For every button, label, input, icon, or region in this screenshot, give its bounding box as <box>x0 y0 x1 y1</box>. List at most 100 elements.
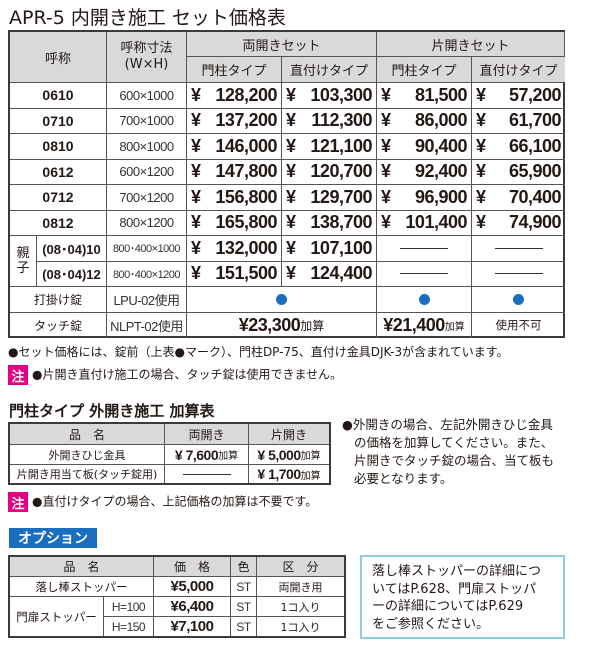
yen-sign: ¥ <box>286 186 296 207</box>
latch-model: LPU-02使用 <box>107 287 187 313</box>
yen-sign: ¥ <box>286 110 296 131</box>
price-cell: ¥156,800 <box>187 185 282 211</box>
add-label: 加算 <box>300 318 325 333</box>
price-value: 65,900 <box>508 161 562 182</box>
model-size: 700×1000 <box>107 108 187 134</box>
yen-sign: ¥ <box>286 84 296 105</box>
page-title: APR-5 内開き施工 セット価格表 <box>9 7 286 29</box>
outer-header-double: 両開き <box>165 424 249 445</box>
outer-title: 門柱タイプ 外開き施工 加算表 <box>9 402 215 420</box>
model-size: 700×1200 <box>107 185 187 211</box>
opt-name: 門扉ストッパー <box>10 597 104 636</box>
model-name: (08･04)12 <box>37 261 107 287</box>
model-name: 0712 <box>10 185 107 211</box>
header-size: 呼称寸法 (W×H) <box>107 32 187 83</box>
price-cell: ¥112,300 <box>282 108 377 134</box>
header-double-direct: 直付けタイプ <box>282 57 377 83</box>
model-size: 800･400×1200 <box>107 261 187 287</box>
price-value: 121,100 <box>310 135 372 156</box>
oyako-char: 親 <box>16 246 30 261</box>
touch-single-direct: 使用不可 <box>495 318 542 333</box>
price: ¥ 1,700 <box>257 466 301 482</box>
yen-sign: ¥ <box>191 84 201 105</box>
price-cell: ¥120,700 <box>282 159 377 185</box>
price-cell: ¥65,900 <box>472 160 565 185</box>
price-cell: ¥81,500 <box>377 83 472 109</box>
set-price-table: 呼称 呼称寸法 (W×H) 両開きセット 片開きセット 門柱タイプ 直付けタイプ… <box>8 30 565 338</box>
header-single-direct: 直付けタイプ <box>472 57 565 83</box>
price-cell: ¥96,900 <box>377 185 472 211</box>
price-value: 103,300 <box>310 84 372 105</box>
note-mark: 注 <box>8 492 28 512</box>
price-cell: ¥132,000 <box>187 236 282 262</box>
yen-sign: ¥ <box>191 135 201 156</box>
header-double-set: 両開きセット <box>187 32 377 57</box>
price-value: 138,700 <box>310 212 372 233</box>
touch-name: タッチ錠 <box>10 312 107 338</box>
price-cell: ¥138,700 <box>282 210 377 236</box>
outer-header-name: 品 名 <box>10 424 165 445</box>
yen-sign: ¥ <box>381 84 391 105</box>
header-single-set: 片開きセット <box>377 32 565 57</box>
note-text: ●直付けタイプの場合、上記価格の加算は不要です。 <box>32 494 318 509</box>
price-value: ¥21,400 <box>383 314 445 335</box>
price-cell: ¥124,400 <box>282 261 377 287</box>
touch-single-post-price: ¥21,400 加算 <box>377 312 472 338</box>
price: ¥ 5,000 <box>257 446 301 463</box>
opt-header-name: 品 名 <box>10 557 154 577</box>
price-cell: ¥107,100 <box>282 236 377 262</box>
yen-sign: ¥ <box>191 161 201 182</box>
price-value: ¥23,300 <box>238 314 301 335</box>
opt-name: 落し棒ストッパー <box>10 577 154 597</box>
price-value: 146,000 <box>215 135 277 156</box>
model-size: 800×1000 <box>107 134 187 160</box>
note-mark: 注 <box>8 365 28 385</box>
info-line: をご参照ください。 <box>372 616 490 632</box>
yen-sign: ¥ <box>191 263 201 284</box>
header-size-unit: (W×H) <box>124 57 169 72</box>
side-line: の価格を加算してください。また、 <box>354 435 554 450</box>
add-label: 加算 <box>300 470 321 482</box>
side-line: 片開きでタッチ錠の場合、当て板も <box>354 453 555 468</box>
price-value: 66,100 <box>508 135 562 156</box>
opt-price: ¥6,400 <box>154 597 231 617</box>
price-value: 70,400 <box>508 186 562 207</box>
yen-sign: ¥ <box>381 135 391 156</box>
options-info-box: 落し棒ストッパーの詳細につ いてはP.628、門扉ストッパ ーの詳細についてはP… <box>360 555 565 639</box>
price-value: 90,400 <box>414 135 468 156</box>
price-cell: ¥121,100 <box>282 134 377 160</box>
yen-sign: ¥ <box>286 263 296 284</box>
price-cell: ¥147,800 <box>187 159 282 185</box>
price-cell: ¥66,100 <box>472 134 565 160</box>
model-name: 0610 <box>10 83 107 109</box>
options-badge: オプション <box>9 528 97 548</box>
price-cell: ¥103,300 <box>282 83 377 109</box>
price-value: 156,800 <box>215 186 277 207</box>
opt-kind: 1コ入り <box>280 620 321 634</box>
model-name: 0612 <box>10 159 107 185</box>
options-table: 品 名 価 格 色 区 分 落し棒ストッパー ¥5,000 ST 両開き用 門扉… <box>8 555 346 638</box>
model-name: 0710 <box>10 108 107 134</box>
latch-name: 打掛け錠 <box>10 287 107 313</box>
price: ¥ 7,600 <box>174 446 219 463</box>
side-line: ●外開きの場合、左記外開きひじ金具 <box>342 417 553 432</box>
model-name: 0812 <box>10 210 107 236</box>
header-double-post: 門柱タイプ <box>187 57 282 83</box>
yen-sign: ¥ <box>381 212 391 233</box>
model-name: (08･04)10 <box>37 236 107 262</box>
price-value: 57,200 <box>508 84 562 105</box>
price-value: 86,000 <box>414 110 468 131</box>
price-value: 81,500 <box>414 84 468 105</box>
opt-price: ¥5,000 <box>154 577 231 597</box>
dash <box>400 247 448 249</box>
model-name: 0810 <box>10 134 107 160</box>
yen-sign: ¥ <box>286 135 296 156</box>
price-value: 61,700 <box>508 110 562 131</box>
yen-sign: ¥ <box>381 186 391 207</box>
outer-add-table: 品 名 両開き 片開き 外開きひじ金具 ¥ 7,600 加算 ¥ 5,000 加算 … <box>8 422 331 485</box>
price-value: 132,000 <box>215 237 277 258</box>
model-size: 800･400×1000 <box>107 236 187 262</box>
oyako-label: 親子 <box>10 236 37 287</box>
yen-sign: ¥ <box>476 84 486 105</box>
info-line: 落し棒ストッパーの詳細につ <box>372 564 542 579</box>
